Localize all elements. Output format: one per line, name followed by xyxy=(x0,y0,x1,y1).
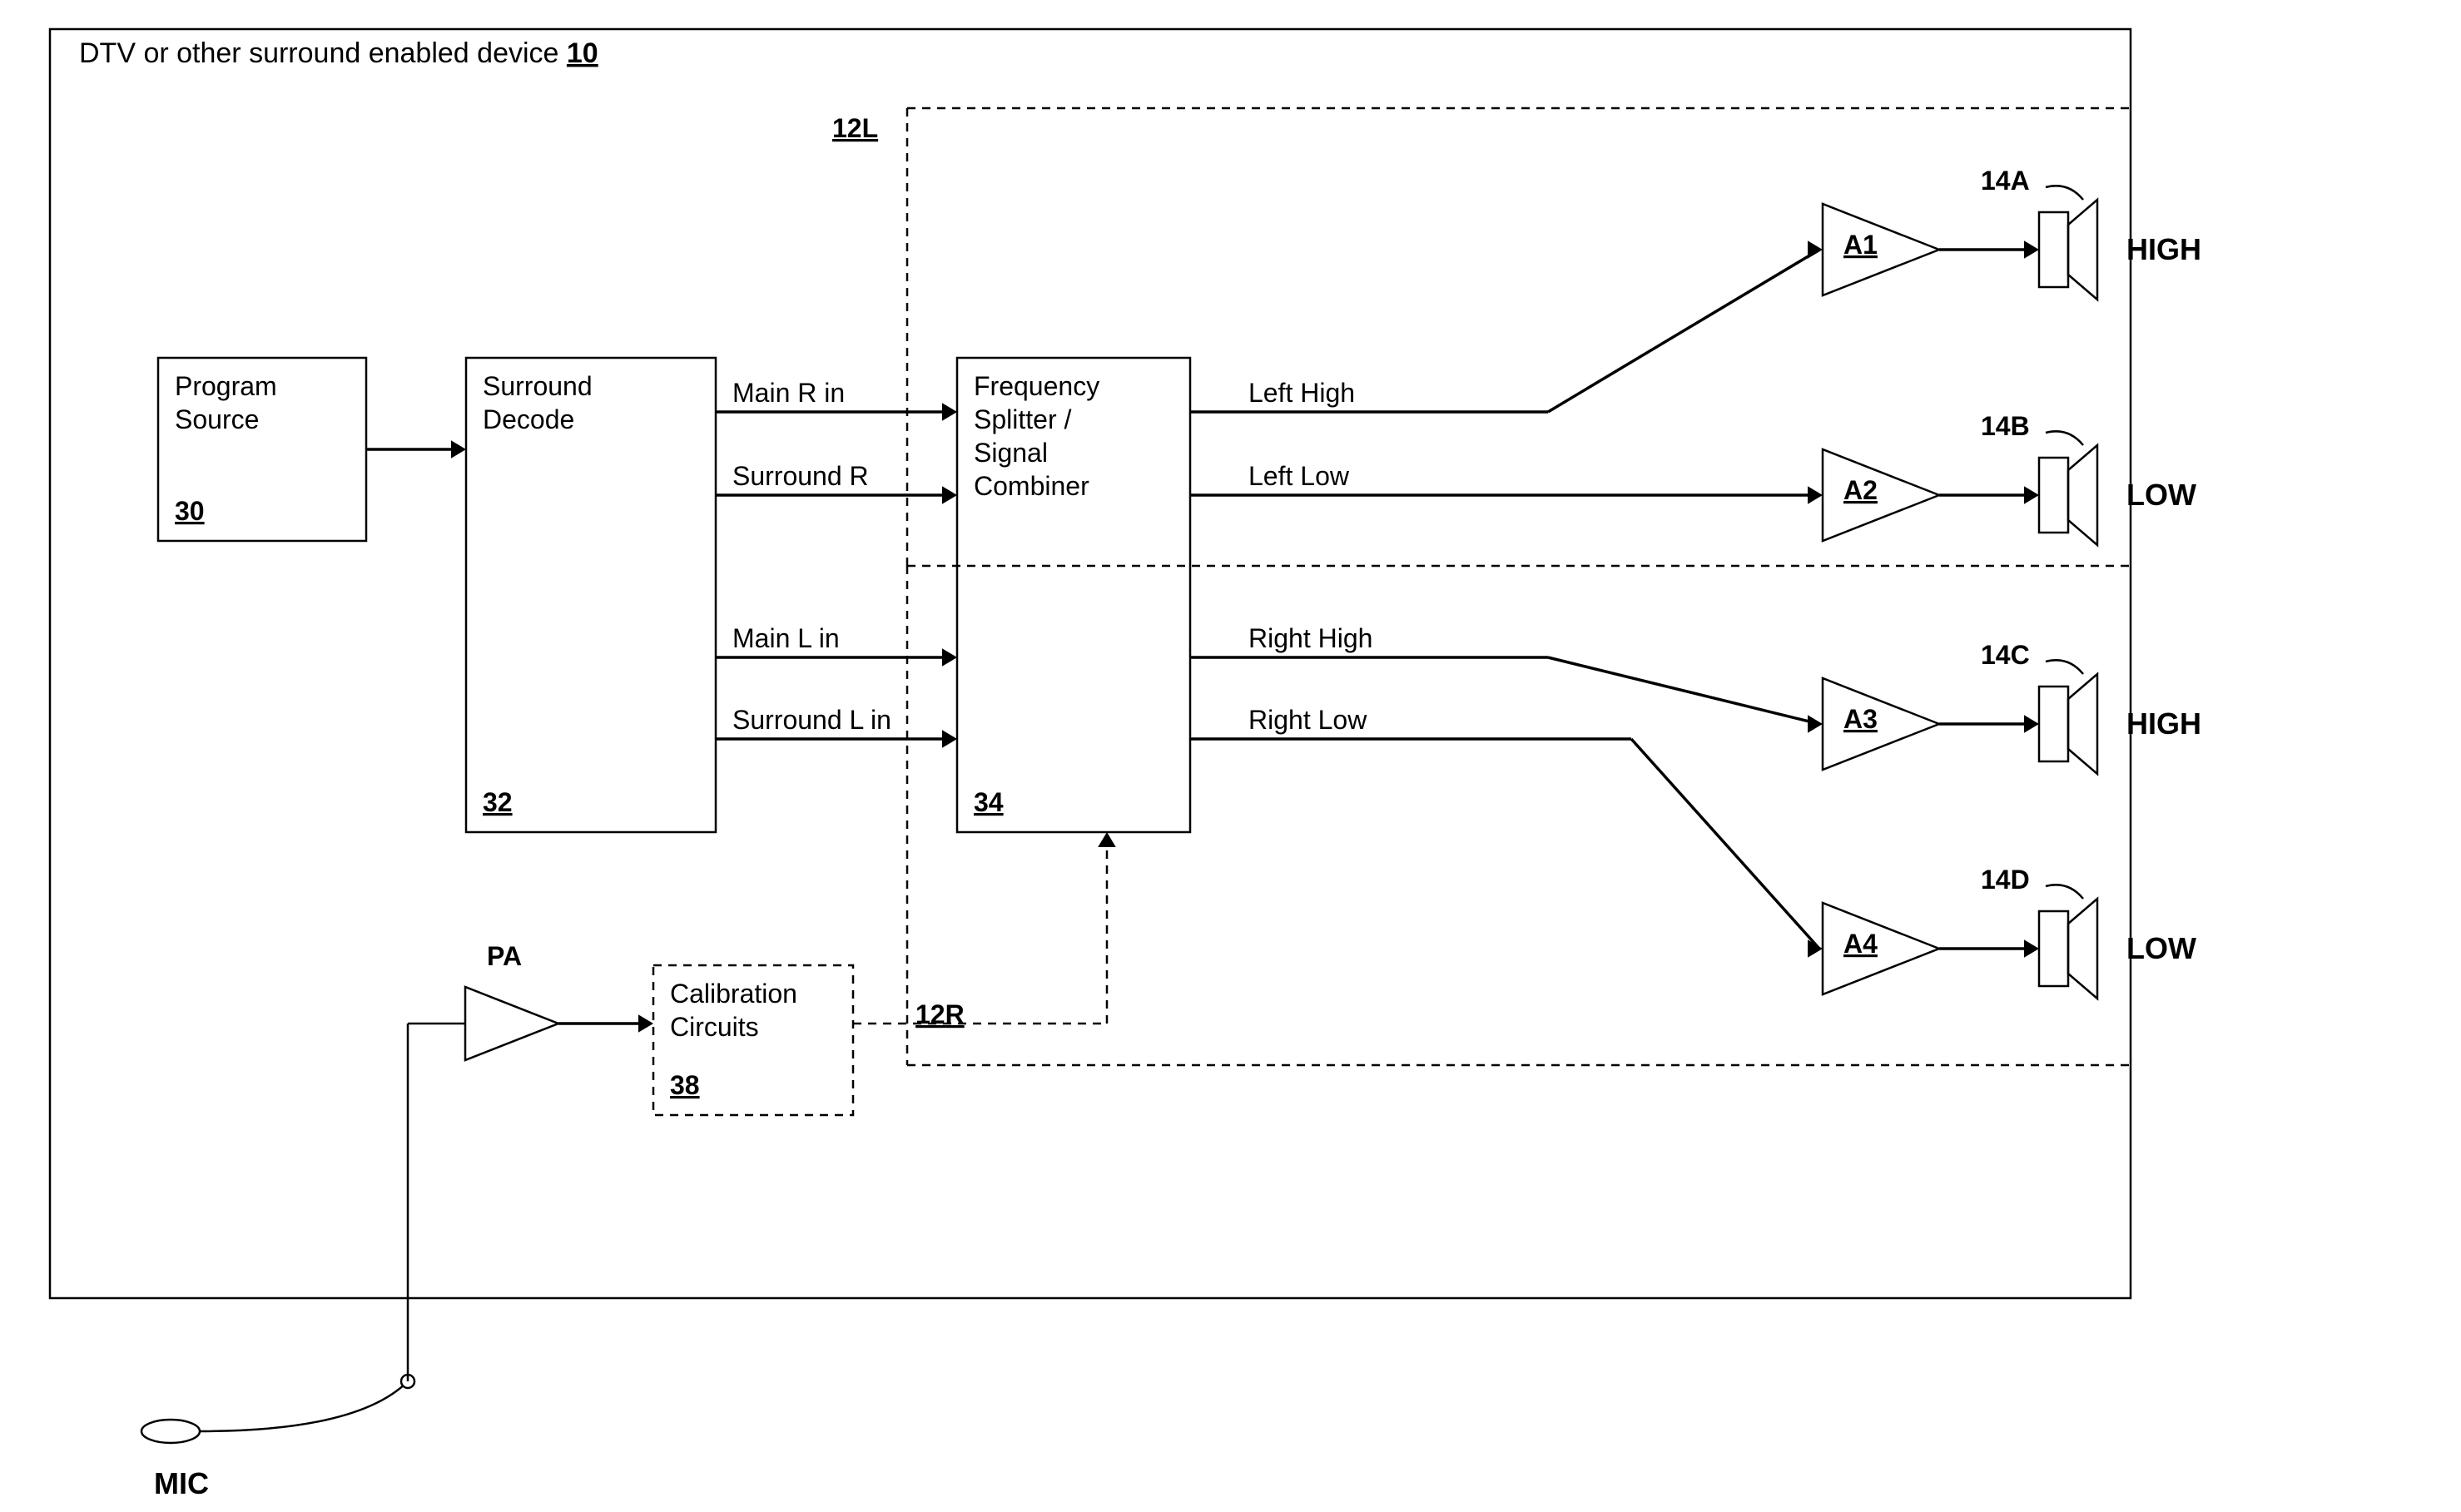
speaker-icon xyxy=(2039,431,2097,545)
speaker-ref: 14A xyxy=(1981,166,2030,196)
speaker-ref: 14D xyxy=(1981,865,2030,895)
device-title: DTV or other surround enabled device 10 xyxy=(79,37,598,69)
amp-label: A3 xyxy=(1843,704,1878,734)
signal-in-label: Surround R xyxy=(732,461,869,491)
program-source-box-label: Program xyxy=(175,371,277,401)
speaker-band-label: LOW xyxy=(2126,931,2196,965)
amplifier-icon xyxy=(465,987,558,1060)
program-source-box-label: Source xyxy=(175,404,259,434)
signal-out-label: Right High xyxy=(1248,623,1372,653)
signal-out-label: Left High xyxy=(1248,378,1355,408)
speaker-icon xyxy=(2039,186,2097,300)
signal-in-label: Main L in xyxy=(732,623,840,653)
surround-decode-box-ref: 32 xyxy=(483,787,513,817)
speaker-icon xyxy=(2039,660,2097,774)
program-source-box-ref: 30 xyxy=(175,496,205,526)
freq-splitter-box-label: Combiner xyxy=(974,471,1089,501)
region-12l-label: 12L xyxy=(832,113,878,143)
speaker-band-label: HIGH xyxy=(2126,706,2201,741)
amplifier-icon xyxy=(1823,449,1939,541)
freq-splitter-box-label: Splitter / xyxy=(974,404,1071,434)
amplifier-icon xyxy=(1823,204,1939,295)
signal-in-label: Main R in xyxy=(732,378,845,408)
calibration-box-label: Circuits xyxy=(670,1012,759,1042)
amplifier-icon xyxy=(1823,678,1939,770)
speaker-ref: 14C xyxy=(1981,640,2030,670)
signal-in-label: Surround L in xyxy=(732,705,891,735)
surround-decode-box-label: Decode xyxy=(483,404,574,434)
calibration-box-label: Calibration xyxy=(670,979,797,1009)
speaker-band-label: LOW xyxy=(2126,478,2196,512)
speaker-icon xyxy=(2039,885,2097,999)
calibration-box-ref: 38 xyxy=(670,1070,700,1100)
amp-label: A2 xyxy=(1843,475,1878,505)
signal-out-label: Right Low xyxy=(1248,705,1367,735)
mic-label: MIC xyxy=(154,1466,209,1500)
speaker-band-label: HIGH xyxy=(2126,232,2201,266)
freq-splitter-box-label: Signal xyxy=(974,438,1048,468)
amplifier-icon xyxy=(1823,903,1939,994)
freq-splitter-box-ref: 34 xyxy=(974,787,1004,817)
freq-splitter-box-label: Frequency xyxy=(974,371,1099,401)
amp-label: A4 xyxy=(1843,929,1878,959)
region-12r-label: 12R xyxy=(915,999,965,1029)
preamp-label: PA xyxy=(487,941,522,971)
speaker-ref: 14B xyxy=(1981,411,2030,441)
mic-icon xyxy=(141,1420,200,1443)
device-outline xyxy=(50,29,2131,1298)
amp-label: A1 xyxy=(1843,230,1878,260)
surround-decode-box-label: Surround xyxy=(483,371,593,401)
signal-out-label: Left Low xyxy=(1248,461,1350,491)
